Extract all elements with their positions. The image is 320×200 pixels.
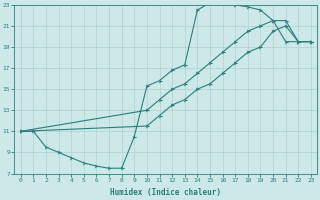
X-axis label: Humidex (Indice chaleur): Humidex (Indice chaleur) [110, 188, 221, 197]
